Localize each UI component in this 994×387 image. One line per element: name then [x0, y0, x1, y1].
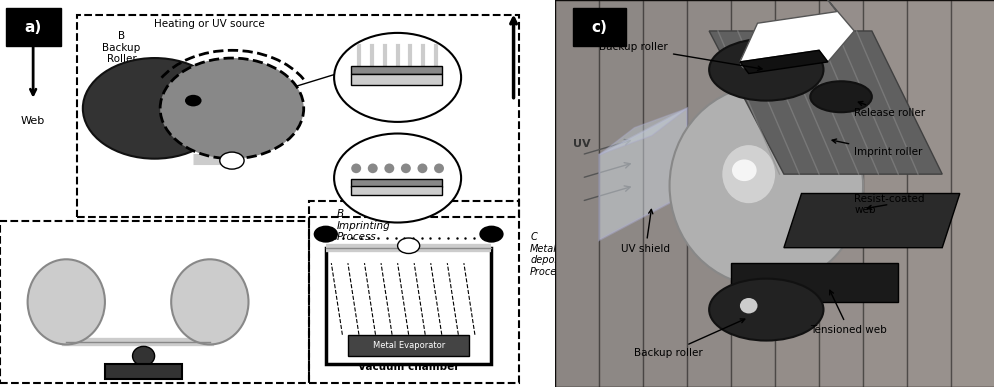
Polygon shape — [783, 194, 959, 248]
Ellipse shape — [171, 259, 248, 344]
Ellipse shape — [368, 163, 378, 173]
FancyBboxPatch shape — [731, 0, 774, 387]
Circle shape — [185, 95, 202, 106]
Ellipse shape — [384, 163, 394, 173]
Polygon shape — [709, 31, 941, 174]
FancyBboxPatch shape — [555, 0, 994, 387]
FancyBboxPatch shape — [350, 66, 441, 74]
Circle shape — [83, 58, 227, 159]
FancyBboxPatch shape — [774, 0, 818, 387]
Text: Resist-coated
web: Resist-coated web — [854, 194, 923, 215]
FancyBboxPatch shape — [818, 0, 862, 387]
FancyBboxPatch shape — [350, 179, 441, 187]
Circle shape — [220, 152, 244, 169]
Ellipse shape — [401, 163, 411, 173]
Text: Web: Web — [21, 116, 45, 126]
Polygon shape — [740, 0, 854, 62]
Ellipse shape — [351, 163, 361, 173]
FancyBboxPatch shape — [348, 335, 469, 356]
FancyBboxPatch shape — [350, 186, 441, 195]
Text: UV shield: UV shield — [620, 209, 670, 253]
Polygon shape — [598, 108, 687, 155]
Text: Release roller: Release roller — [854, 101, 924, 118]
Ellipse shape — [809, 81, 871, 112]
FancyBboxPatch shape — [950, 0, 994, 387]
Circle shape — [479, 226, 503, 243]
Ellipse shape — [132, 346, 154, 366]
Ellipse shape — [417, 163, 427, 173]
Polygon shape — [598, 108, 687, 240]
FancyBboxPatch shape — [598, 0, 642, 387]
FancyBboxPatch shape — [687, 0, 731, 387]
Circle shape — [732, 159, 755, 181]
Text: UV: UV — [573, 139, 589, 149]
Ellipse shape — [722, 145, 774, 203]
Text: c): c) — [590, 20, 606, 34]
Circle shape — [160, 58, 303, 159]
FancyBboxPatch shape — [325, 248, 491, 364]
FancyBboxPatch shape — [907, 0, 950, 387]
FancyBboxPatch shape — [350, 74, 441, 85]
Polygon shape — [740, 50, 827, 74]
Ellipse shape — [709, 39, 823, 101]
Text: Heating or UV source: Heating or UV source — [154, 19, 265, 29]
Ellipse shape — [709, 279, 823, 341]
Text: a): a) — [25, 20, 42, 34]
Polygon shape — [731, 263, 898, 302]
Circle shape — [313, 226, 338, 243]
Text: Backup roller: Backup roller — [634, 319, 745, 358]
FancyBboxPatch shape — [104, 364, 182, 379]
FancyBboxPatch shape — [862, 0, 907, 387]
Circle shape — [334, 134, 460, 223]
Text: Imprint roller: Imprint roller — [831, 139, 921, 157]
Circle shape — [334, 33, 460, 122]
Circle shape — [398, 238, 419, 253]
Ellipse shape — [433, 163, 443, 173]
Text: Tensioned web: Tensioned web — [809, 290, 886, 335]
Text: C
Metal
deposition
Process: C Metal deposition Process — [530, 232, 580, 277]
Circle shape — [740, 298, 756, 313]
FancyBboxPatch shape — [555, 0, 598, 387]
Text: Metal Evaporator: Metal Evaporator — [372, 341, 444, 350]
Ellipse shape — [669, 85, 862, 286]
Ellipse shape — [28, 259, 104, 344]
Text: B
Imprinting
Process: B Imprinting Process — [337, 209, 391, 242]
Text: B
Backup
Roller: B Backup Roller — [102, 31, 140, 64]
FancyBboxPatch shape — [642, 0, 687, 387]
FancyBboxPatch shape — [573, 8, 625, 46]
FancyBboxPatch shape — [6, 8, 61, 46]
Text: Vacuum chamber: Vacuum chamber — [358, 361, 459, 372]
Text: Backup roller: Backup roller — [598, 42, 761, 70]
Circle shape — [740, 54, 756, 70]
